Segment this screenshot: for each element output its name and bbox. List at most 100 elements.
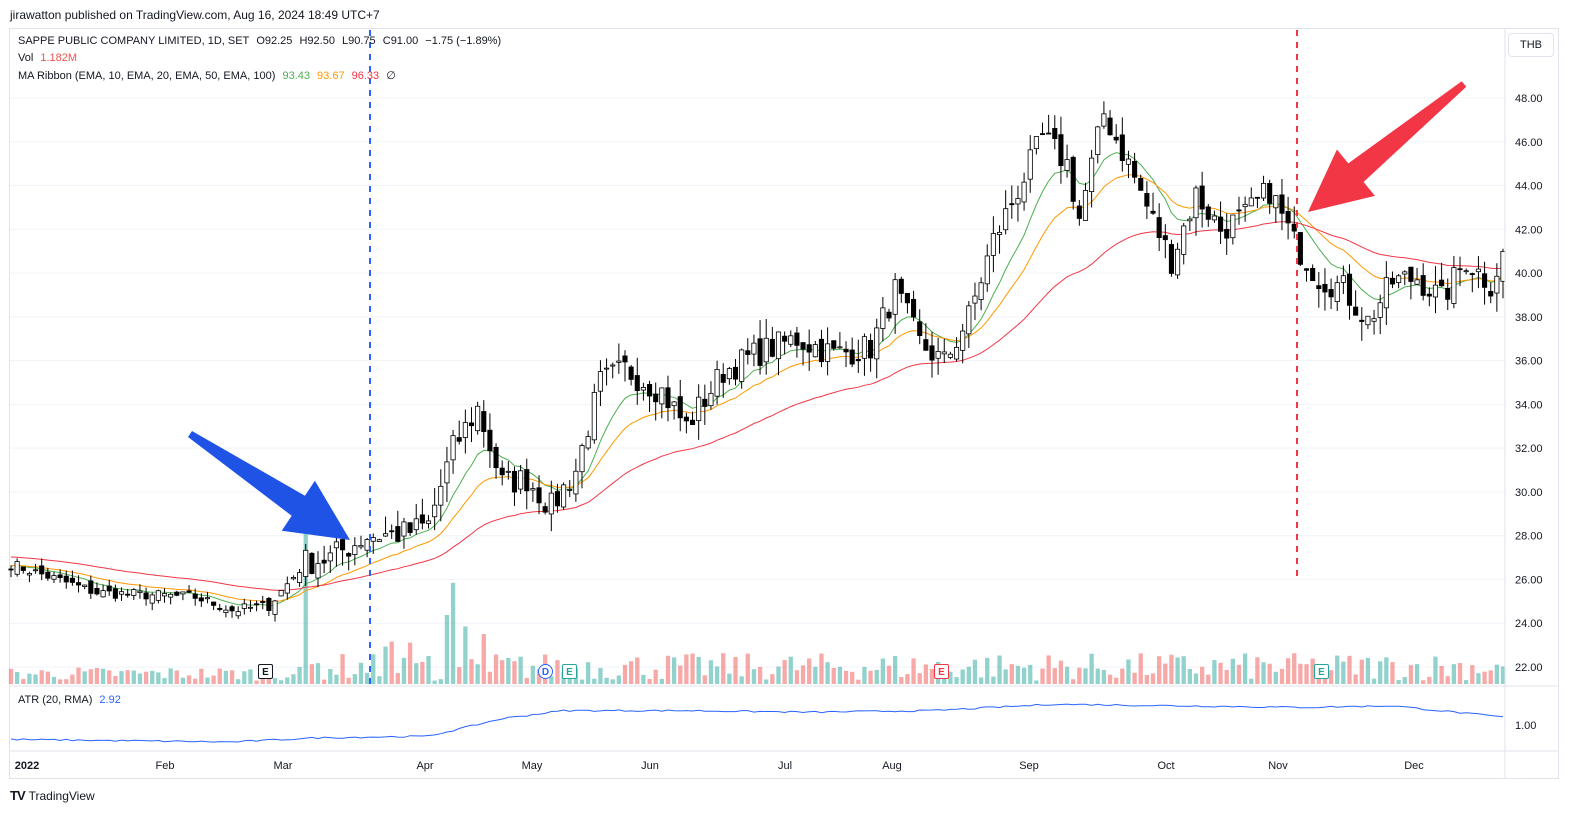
candle bbox=[1267, 179, 1273, 214]
candle bbox=[542, 502, 548, 515]
candle-body bbox=[358, 545, 364, 548]
candle-body bbox=[327, 552, 333, 562]
volume-bar bbox=[469, 659, 474, 684]
volume-bar bbox=[1488, 670, 1493, 684]
candle-body bbox=[254, 603, 260, 606]
candle-body bbox=[1371, 318, 1377, 322]
candle-body bbox=[1193, 187, 1199, 219]
volume-value: 1.182M bbox=[40, 52, 78, 64]
candle-body bbox=[567, 489, 573, 491]
candle-body bbox=[1027, 149, 1033, 180]
candle-body bbox=[579, 445, 585, 473]
candle-body bbox=[1408, 266, 1414, 282]
candle bbox=[260, 595, 266, 610]
candle bbox=[112, 584, 118, 602]
volume-bar bbox=[1255, 657, 1260, 684]
event-badge-earnings[interactable]: E bbox=[258, 664, 273, 679]
time-tick-label-8: Sep bbox=[1019, 760, 1039, 772]
candle bbox=[327, 545, 333, 573]
volume-bar bbox=[1464, 680, 1469, 684]
brand-footer[interactable]: TV TradingView bbox=[10, 788, 95, 803]
volume-bar bbox=[457, 667, 462, 684]
volume-bar bbox=[997, 655, 1002, 684]
price-tick-label-4: 40.00 bbox=[1515, 268, 1543, 280]
candle bbox=[1316, 272, 1322, 308]
candle-body bbox=[647, 384, 653, 397]
currency-button[interactable]: THB bbox=[1508, 33, 1554, 57]
candle bbox=[1021, 172, 1027, 211]
ma-legend: MA Ribbon (EMA, 10, EMA, 20, EMA, 50, EM… bbox=[18, 69, 400, 82]
volume-bar bbox=[530, 665, 536, 684]
candle bbox=[1254, 196, 1260, 209]
volume-bar bbox=[1421, 680, 1426, 684]
candle-body bbox=[880, 307, 886, 329]
candle bbox=[1064, 144, 1070, 178]
candle-body bbox=[444, 461, 450, 484]
candle bbox=[855, 339, 861, 373]
candle bbox=[266, 596, 272, 617]
event-badge-dividend[interactable]: D bbox=[538, 664, 553, 679]
candle bbox=[1058, 116, 1064, 184]
candle bbox=[33, 563, 39, 574]
candle-body bbox=[874, 327, 880, 360]
candle-body bbox=[303, 549, 309, 577]
volume-bar bbox=[199, 668, 204, 684]
volume-bar bbox=[426, 655, 431, 684]
volume-bar bbox=[420, 661, 425, 684]
candle-body bbox=[917, 321, 923, 336]
volume-bar bbox=[328, 668, 333, 684]
candle-body bbox=[1125, 158, 1132, 165]
event-badge-earnings[interactable]: E bbox=[1314, 664, 1329, 679]
candle bbox=[186, 585, 192, 594]
atr-label[interactable]: ATR (20, RMA) bbox=[18, 694, 93, 706]
candle bbox=[1230, 214, 1236, 245]
atr-legend: ATR (20, RMA) 2.92 bbox=[18, 694, 125, 706]
time-tick-label-6: Jul bbox=[778, 760, 792, 772]
event-badge-earnings[interactable]: E bbox=[934, 664, 949, 679]
ema-50-line bbox=[10, 221, 1504, 591]
candle-body bbox=[1291, 223, 1297, 232]
candle bbox=[996, 225, 1003, 254]
candle bbox=[284, 576, 290, 600]
candle bbox=[763, 318, 769, 375]
candle-body bbox=[284, 583, 290, 594]
candle-body bbox=[671, 401, 677, 407]
event-badge-earnings[interactable]: E bbox=[562, 664, 577, 679]
candle-body bbox=[1224, 228, 1230, 239]
candle bbox=[168, 592, 174, 605]
volume-bar bbox=[671, 657, 677, 684]
volume-bar bbox=[1206, 674, 1211, 684]
volume-bar bbox=[248, 669, 253, 684]
symbol-title[interactable]: SAPPE PUBLIC COMPANY LIMITED, 1D, SET bbox=[18, 35, 250, 47]
volume-bar bbox=[1242, 653, 1248, 684]
candle bbox=[106, 579, 112, 596]
candle bbox=[1310, 264, 1316, 282]
candle-body bbox=[1426, 293, 1432, 297]
ma-label[interactable]: MA Ribbon (EMA, 10, EMA, 20, EMA, 50, EM… bbox=[18, 70, 276, 82]
candle-body bbox=[131, 589, 137, 596]
volume-bar bbox=[1132, 672, 1137, 684]
candle-body bbox=[561, 484, 567, 508]
volume-bar bbox=[297, 666, 302, 684]
volume-bar bbox=[733, 656, 738, 684]
volume-bar bbox=[1187, 668, 1193, 684]
candle bbox=[960, 323, 966, 364]
candle-body bbox=[775, 331, 782, 360]
volume-bar bbox=[819, 653, 824, 684]
volume-bar bbox=[1267, 663, 1272, 684]
volume-bar bbox=[1181, 656, 1186, 684]
candle bbox=[20, 566, 26, 574]
volume-label[interactable]: Vol bbox=[18, 52, 34, 64]
volume-bar bbox=[1101, 669, 1107, 684]
candle-body bbox=[1328, 289, 1334, 298]
candle bbox=[1132, 152, 1138, 184]
candle bbox=[1463, 268, 1469, 275]
volume-bar bbox=[684, 654, 689, 684]
candle-body bbox=[450, 435, 456, 461]
candle-body bbox=[708, 392, 714, 407]
candle-body bbox=[82, 584, 88, 587]
volume-bar bbox=[1009, 664, 1014, 684]
volume-bar bbox=[1163, 663, 1168, 684]
candle bbox=[1426, 287, 1432, 307]
